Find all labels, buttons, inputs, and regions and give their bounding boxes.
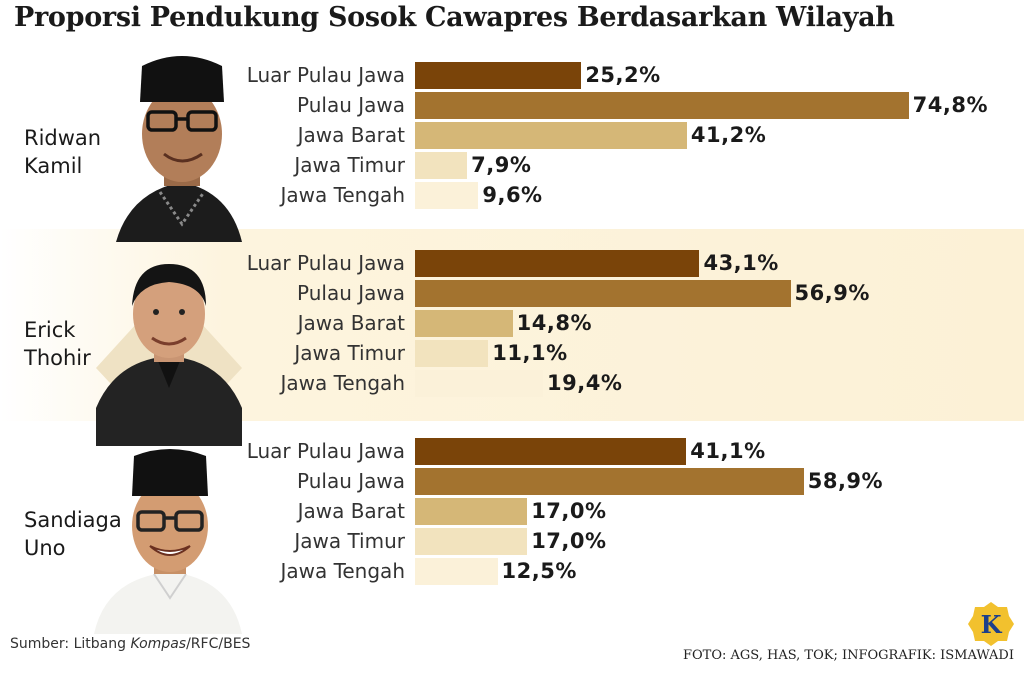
category-label: Pulau Jawa — [297, 281, 405, 305]
person-name-erick-thohir: Erick Thohir — [24, 318, 91, 370]
data-label: 58,9% — [807, 469, 884, 493]
category-label: Jawa Barat — [297, 311, 405, 335]
bar — [415, 528, 528, 555]
kompas-logo-icon: K — [968, 602, 1014, 646]
bar — [415, 182, 479, 209]
ridwan-kamil-photo — [116, 56, 242, 242]
bar — [415, 152, 468, 179]
source-note: Sumber: Litbang Kompas/RFC/BES — [10, 636, 250, 652]
data-label: 17,0% — [531, 529, 607, 553]
bar — [415, 468, 804, 495]
data-label: 41,1% — [690, 439, 766, 463]
bar — [415, 280, 791, 307]
bar — [415, 122, 687, 149]
bar — [415, 370, 544, 397]
data-label: 12,5% — [501, 559, 577, 583]
category-label: Jawa Barat — [297, 499, 405, 523]
erick-thohir-photo — [96, 264, 242, 446]
person-name-sandiaga-uno: Sandiaga Uno — [24, 508, 122, 560]
bar — [415, 438, 687, 465]
category-label: Pulau Jawa — [297, 469, 405, 493]
source-prefix: Sumber: Litbang — [10, 636, 131, 652]
data-label: 43,1% — [703, 251, 779, 275]
data-label: 25,2% — [585, 63, 661, 87]
photo-credit: FOTO: AGS, HAS, TOK; INFOGRAFIK: ISMAWAD… — [683, 648, 1014, 663]
bar — [415, 250, 700, 277]
category-label: Jawa Timur — [294, 153, 405, 177]
data-label: 19,4% — [547, 371, 623, 395]
bar — [415, 498, 528, 525]
bar — [415, 62, 582, 89]
category-label: Jawa Tengah — [280, 371, 405, 395]
data-label: 14,8% — [516, 311, 593, 335]
bar — [415, 558, 498, 585]
logo-letter: K — [981, 610, 1003, 639]
category-label: Luar Pulau Jawa — [246, 251, 405, 275]
source-suffix: /RFC/BES — [186, 636, 251, 652]
data-label: 41,2% — [690, 123, 767, 147]
data-label: 11,1% — [492, 341, 568, 365]
data-label: 74,8% — [912, 93, 989, 117]
sandiaga-uno-photo — [94, 449, 242, 634]
data-label: 56,9% — [794, 281, 870, 305]
person-name-ridwan-kamil: Ridwan Kamil — [24, 126, 102, 178]
source-italic: Kompas — [130, 636, 187, 652]
bar — [415, 340, 489, 367]
category-label: Jawa Tengah — [280, 559, 405, 583]
data-label: 17,0% — [531, 499, 607, 523]
bar — [415, 310, 513, 337]
category-label: Pulau Jawa — [297, 93, 405, 117]
category-label: Jawa Tengah — [280, 183, 405, 207]
data-label: 9,6% — [482, 183, 543, 207]
data-label: 7,9% — [471, 153, 532, 177]
category-label: Jawa Timur — [294, 529, 405, 553]
category-label: Jawa Barat — [297, 123, 405, 147]
category-label: Jawa Timur — [294, 341, 405, 365]
bar — [415, 92, 909, 119]
category-label: Luar Pulau Jawa — [246, 63, 405, 87]
chart-title: Proporsi Pendukung Sosok Cawapres Berdas… — [14, 2, 895, 33]
category-label: Luar Pulau Jawa — [246, 439, 405, 463]
